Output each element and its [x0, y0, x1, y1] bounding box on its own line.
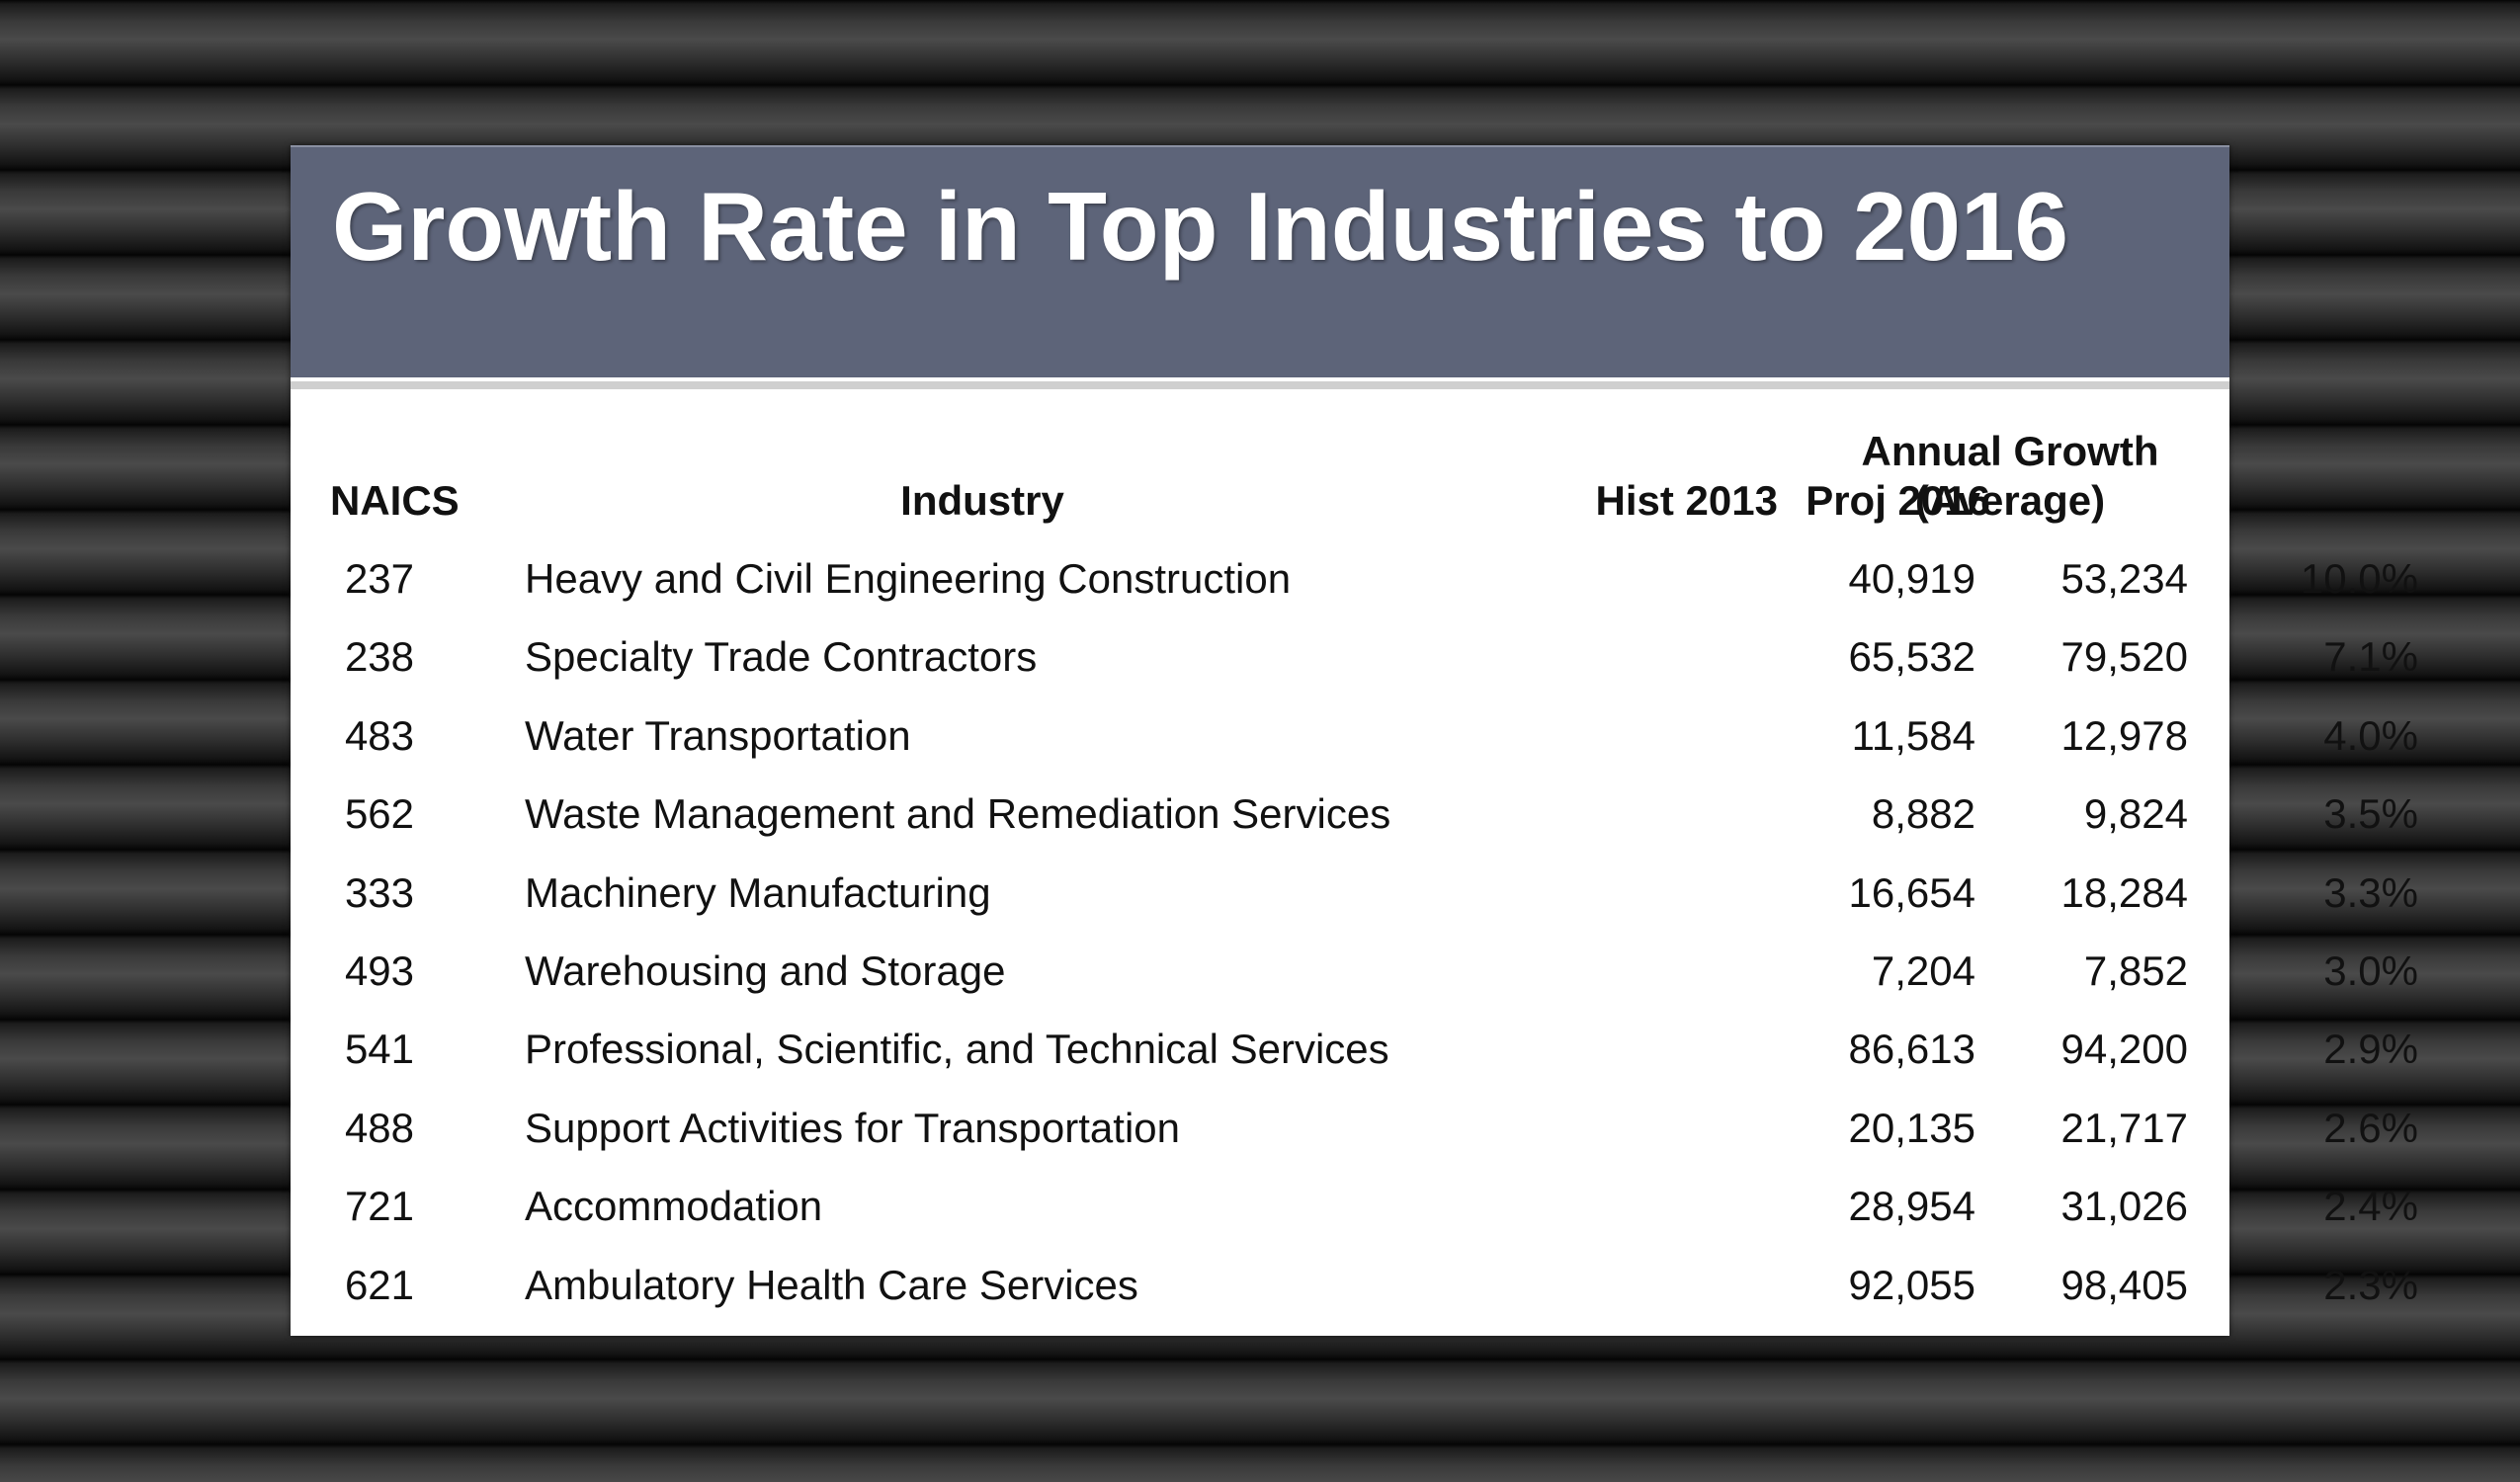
cell-proj-2016: 9,824 — [2083, 790, 2188, 837]
cell-proj-2016: 31,026 — [2060, 1183, 2188, 1229]
slide-title: Growth Rate in Top Industries to 2016 — [332, 172, 2068, 281]
cell-naics: 483 — [344, 712, 415, 759]
cell-annual-growth: 7.1% — [2323, 633, 2418, 680]
cell-hist-2013: 86,613 — [1848, 1026, 1975, 1072]
cell-proj-2016: 18,284 — [2060, 869, 2188, 916]
cell-hist-2013: 92,055 — [1848, 1262, 1975, 1308]
cell-naics: 333 — [344, 869, 415, 916]
cell-hist-2013: 40,919 — [1848, 555, 1975, 602]
cell-naics: 488 — [344, 1105, 415, 1151]
cell-hist-2013: 65,532 — [1848, 633, 1975, 680]
cell-naics: 562 — [344, 790, 415, 837]
cell-naics: 493 — [344, 947, 415, 994]
cell-industry: Accommodation — [525, 1183, 823, 1229]
cell-industry: Ambulatory Health Care Services — [525, 1262, 1138, 1308]
cell-annual-growth: 2.6% — [2323, 1105, 2418, 1151]
cell-proj-2016: 98,405 — [2060, 1262, 2188, 1308]
cell-hist-2013: 11,584 — [1851, 712, 1975, 759]
cell-proj-2016: 94,200 — [2060, 1026, 2188, 1072]
cell-hist-2013: 16,654 — [1848, 869, 1975, 916]
header-average: (Average) — [1914, 477, 2106, 524]
cell-hist-2013: 8,882 — [1871, 790, 1975, 837]
header-naics: NAICS — [330, 477, 460, 524]
cell-hist-2013: 20,135 — [1848, 1105, 1975, 1151]
cell-industry: Support Activities for Transportation — [525, 1105, 1180, 1151]
cell-annual-growth: 3.3% — [2323, 869, 2418, 916]
cell-proj-2016: 12,978 — [2060, 712, 2188, 759]
cell-industry: Heavy and Civil Engineering Construction — [525, 555, 1292, 602]
slide: Growth Rate in Top Industries to 2016 NA… — [291, 145, 2418, 1336]
cell-industry: Machinery Manufacturing — [525, 869, 991, 916]
cell-annual-growth: 3.5% — [2323, 790, 2418, 837]
cell-annual-growth: 4.0% — [2323, 712, 2418, 759]
cell-proj-2016: 7,852 — [2083, 947, 2188, 994]
header-annual-growth: Annual Growth — [1861, 428, 2159, 474]
cell-annual-growth: 2.9% — [2323, 1026, 2418, 1072]
cell-naics: 621 — [344, 1262, 415, 1308]
header-industry: Industry — [900, 477, 1064, 524]
cell-annual-growth: 3.0% — [2323, 947, 2418, 994]
title-band: Growth Rate in Top Industries to 2016 — [291, 145, 2229, 377]
cell-industry: Specialty Trade Contractors — [525, 633, 1038, 680]
cell-industry: Professional, Scientific, and Technical … — [525, 1026, 1389, 1072]
cell-industry: Warehousing and Storage — [525, 947, 1006, 994]
cell-annual-growth: 2.3% — [2323, 1262, 2418, 1308]
cell-naics: 721 — [344, 1183, 415, 1229]
title-divider — [291, 381, 2229, 389]
header-hist-2013: Hist 2013 — [1595, 477, 1778, 524]
growth-table: NAICS Industry Hist 2013 Proj 2016 Annua… — [291, 145, 2418, 1336]
cell-hist-2013: 7,204 — [1871, 947, 1975, 994]
cell-naics: 237 — [344, 555, 415, 602]
cell-proj-2016: 53,234 — [2060, 555, 2188, 602]
cell-proj-2016: 79,520 — [2060, 633, 2188, 680]
cell-naics: 541 — [344, 1026, 415, 1072]
cell-industry: Waste Management and Remediation Service… — [525, 790, 1391, 837]
cell-annual-growth: 2.4% — [2323, 1183, 2418, 1229]
cell-proj-2016: 21,717 — [2060, 1105, 2188, 1151]
cell-annual-growth: 10.0% — [2300, 555, 2418, 602]
cell-naics: 238 — [344, 633, 415, 680]
cell-industry: Water Transportation — [525, 712, 911, 759]
header-proj-2016: Proj 2016 — [1806, 477, 1990, 524]
cell-hist-2013: 28,954 — [1848, 1183, 1975, 1229]
